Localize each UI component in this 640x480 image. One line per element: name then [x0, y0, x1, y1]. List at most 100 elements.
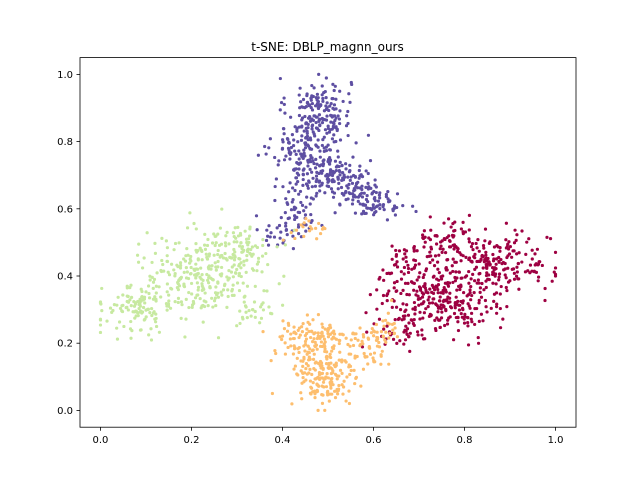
scatter-point-series-3: [347, 365, 351, 369]
scatter-point-series-3: [334, 361, 338, 365]
scatter-point-series-3: [311, 318, 315, 322]
scatter-point-series-1: [382, 278, 386, 282]
scatter-point-series-1: [516, 261, 520, 266]
scatter-point-series-1: [451, 222, 455, 226]
scatter-point-series-0: [313, 104, 318, 108]
scatter-point-series-1: [412, 317, 416, 322]
scatter-point-series-3: [285, 329, 290, 333]
scatter-point-series-1: [492, 292, 497, 296]
scatter-point-series-2: [149, 338, 154, 342]
scatter-point-series-0: [305, 131, 309, 135]
scatter-point-series-1: [478, 290, 482, 294]
scatter-point-series-1: [443, 281, 447, 285]
scatter-point-series-2: [283, 243, 287, 247]
scatter-point-series-1: [515, 233, 519, 237]
scatter-point-series-0: [371, 203, 375, 207]
scatter-point-series-0: [348, 163, 352, 167]
scatter-point-series-2: [245, 284, 250, 288]
scatter-point-series-0: [331, 124, 335, 128]
scatter-point-series-1: [381, 268, 385, 272]
scatter-point-series-0: [325, 131, 329, 135]
scatter-point-series-0: [347, 92, 351, 96]
scatter-point-series-1: [421, 233, 425, 237]
scatter-point-series-0: [287, 216, 291, 220]
scatter-point-series-3: [306, 350, 310, 354]
scatter-point-series-2: [256, 256, 261, 260]
scatter-point-series-1: [420, 295, 425, 299]
scatter-point-series-1: [448, 291, 452, 295]
scatter-point-series-3: [388, 331, 392, 335]
scatter-point-series-2: [118, 306, 123, 311]
scatter-point-series-3: [342, 379, 346, 383]
scatter-point-series-1: [511, 267, 516, 271]
scatter-point-series-3: [358, 344, 362, 348]
scatter-point-series-0: [292, 207, 297, 212]
scatter-point-series-0: [306, 126, 310, 130]
scatter-point-series-1: [441, 291, 445, 295]
scatter-point-series-2: [264, 251, 268, 256]
scatter-point-series-2: [136, 311, 140, 315]
scatter-point-series-0: [346, 175, 350, 179]
scatter-point-series-2: [266, 262, 270, 267]
scatter-point-series-1: [418, 297, 422, 301]
scatter-point-series-2: [100, 309, 104, 313]
scatter-point-series-0: [291, 186, 295, 190]
scatter-point-series-2: [165, 308, 169, 312]
scatter-point-series-3: [304, 217, 308, 221]
scatter-point-series-1: [402, 330, 406, 334]
scatter-point-series-0: [254, 214, 259, 218]
scatter-point-series-0: [329, 102, 333, 106]
scatter-point-series-0: [277, 159, 281, 163]
scatter-point-series-2: [216, 252, 220, 257]
scatter-point-series-3: [326, 389, 330, 393]
scatter-point-series-2: [253, 315, 257, 319]
scatter-point-series-0: [305, 195, 309, 199]
scatter-point-series-3: [323, 327, 327, 331]
scatter-point-series-1: [505, 244, 509, 249]
scatter-point-series-3: [361, 367, 366, 371]
scatter-point-series-1: [428, 287, 432, 291]
scatter-point-series-1: [436, 287, 440, 292]
scatter-point-series-1: [403, 338, 408, 342]
scatter-point-series-3: [336, 392, 340, 396]
scatter-point-series-2: [188, 261, 192, 265]
scatter-point-series-2: [183, 335, 187, 339]
scatter-point-series-2: [147, 291, 151, 296]
scatter-point-series-1: [377, 317, 382, 321]
scatter-point-series-1: [402, 265, 407, 270]
scatter-point-series-1: [418, 317, 422, 321]
scatter-point-series-2: [281, 303, 285, 307]
scatter-point-series-0: [355, 181, 359, 185]
scatter-point-series-1: [510, 255, 514, 259]
scatter-point-series-1: [431, 258, 435, 262]
scatter-point-series-1: [448, 305, 453, 309]
scatter-point-series-0: [297, 93, 301, 97]
y-tick-label: 0.0: [57, 406, 73, 417]
scatter-point-series-0: [373, 211, 377, 215]
scatter-point-series-2: [124, 306, 128, 310]
scatter-point-series-3: [351, 343, 356, 348]
scatter-point-series-2: [237, 262, 242, 267]
scatter-point-series-0: [280, 146, 285, 150]
scatter-point-series-0: [268, 137, 272, 141]
scatter-point-series-3: [313, 344, 317, 348]
scatter-point-series-0: [315, 177, 319, 182]
scatter-point-series-3: [294, 331, 298, 336]
scatter-point-series-3: [393, 326, 397, 330]
scatter-point-series-2: [157, 330, 162, 334]
scatter-point-series-1: [451, 235, 455, 239]
scatter-point-series-0: [282, 132, 286, 136]
scatter-point-series-2: [253, 309, 257, 314]
scatter-point-series-0: [327, 130, 332, 134]
scatter-point-series-1: [467, 281, 471, 285]
scatter-point-series-0: [358, 164, 362, 168]
scatter-point-series-1: [439, 306, 443, 310]
scatter-point-series-1: [394, 252, 399, 257]
scatter-point-series-3: [323, 344, 327, 348]
scatter-point-series-0: [279, 230, 283, 234]
scatter-point-series-1: [401, 288, 405, 292]
scatter-point-series-2: [153, 241, 157, 245]
scatter-point-series-2: [142, 295, 147, 299]
scatter-point-series-1: [455, 276, 459, 280]
scatter-point-series-0: [342, 193, 346, 197]
